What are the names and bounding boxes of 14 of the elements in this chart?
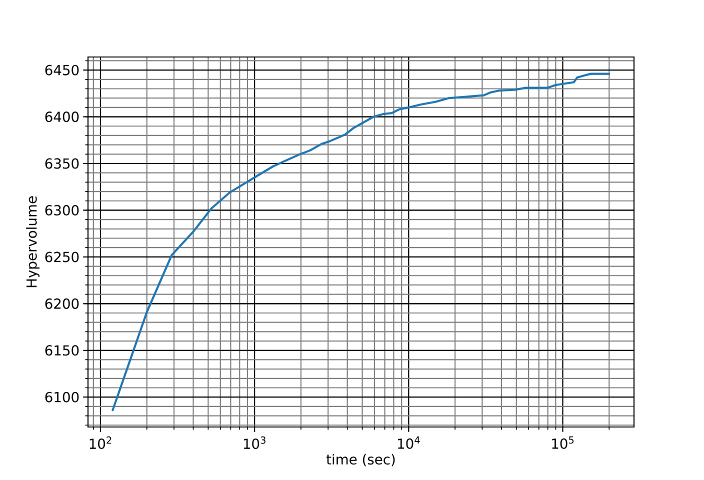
y-tick-label: 6250 [45,252,79,262]
x-tick-label: 10$^{3}$ [244,436,266,450]
x-axis-title: time (sec) [326,454,395,466]
y-tick-label: 6200 [45,298,79,309]
y-tick-label: 6350 [45,158,79,169]
y-tick-label: 6450 [45,64,79,76]
y-axis-title: Hypervolume [26,196,40,288]
x-tick-label: 10$^{2}$ [90,436,112,450]
y-tick-label: 6300 [45,204,79,216]
x-tick-label: 10$^{5}$ [552,436,574,449]
x-tick-label: 10$^{4}$ [398,436,420,449]
y-tick-label: 6100 [45,392,79,402]
y-tick-label: 6150 [45,345,79,356]
y-tick-label: 6400 [45,112,79,122]
